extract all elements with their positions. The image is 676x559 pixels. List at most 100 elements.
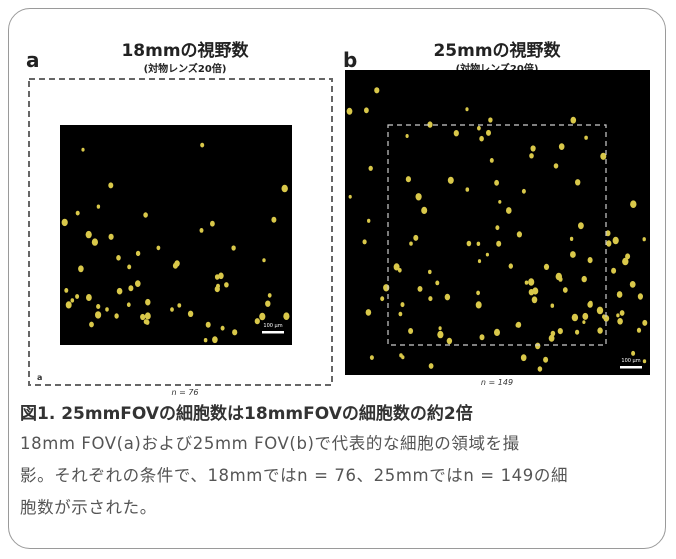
cell	[479, 136, 484, 142]
cell	[597, 327, 602, 333]
cell	[486, 130, 491, 136]
cell	[570, 251, 576, 258]
cell	[437, 331, 443, 338]
cell	[637, 328, 641, 333]
cell	[494, 329, 500, 336]
cell	[630, 200, 636, 208]
cell	[494, 180, 499, 186]
cell	[575, 179, 580, 185]
cell	[95, 311, 101, 318]
cell	[532, 296, 538, 303]
cell	[92, 238, 98, 245]
cell	[538, 366, 543, 371]
cell	[265, 301, 270, 307]
cell	[406, 176, 411, 182]
cell	[212, 336, 218, 343]
cell	[66, 301, 72, 308]
cell	[582, 276, 587, 282]
cell	[135, 280, 141, 287]
cell	[127, 302, 131, 307]
cell	[144, 319, 148, 324]
cell	[399, 312, 403, 317]
caption-line: 胞数が示された。	[20, 494, 157, 518]
cell	[447, 338, 452, 344]
cell	[506, 207, 512, 214]
cell	[544, 264, 549, 270]
cell	[259, 313, 265, 320]
cell	[255, 318, 260, 324]
cell	[200, 228, 204, 233]
cell	[218, 273, 223, 280]
cell	[282, 185, 288, 193]
scale-bar	[620, 366, 642, 369]
cell	[145, 299, 150, 306]
micrographs: a 100 µm 100 µm	[0, 0, 676, 400]
cell	[418, 286, 423, 292]
cell	[71, 298, 75, 302]
cell	[177, 303, 181, 307]
cell	[622, 258, 628, 266]
cell	[496, 241, 501, 247]
cell	[401, 302, 405, 307]
cell	[204, 338, 208, 342]
cell	[62, 219, 68, 226]
cell	[96, 304, 100, 309]
cell	[490, 158, 494, 163]
cell	[554, 163, 559, 168]
cell	[117, 288, 123, 295]
cell	[588, 257, 593, 263]
cell	[140, 314, 145, 320]
cell	[428, 296, 432, 301]
scale-bar	[262, 331, 284, 334]
cell	[429, 363, 434, 369]
cell	[556, 273, 562, 281]
cell	[616, 313, 619, 317]
cell	[488, 117, 492, 122]
cell	[476, 301, 482, 308]
cell	[516, 322, 521, 328]
cell	[477, 126, 481, 131]
corner-label: a	[37, 373, 42, 382]
cell	[525, 281, 529, 285]
caption-title: 図1. 25mmFOVの細胞数は18mmFOVの細胞数の約2倍	[20, 399, 473, 424]
cell	[262, 258, 265, 262]
cell	[173, 263, 178, 269]
cell	[75, 294, 79, 299]
cell	[454, 130, 459, 136]
cell	[283, 312, 289, 320]
cell	[587, 301, 592, 307]
cell	[231, 245, 235, 250]
cell	[495, 225, 499, 230]
cell	[268, 293, 272, 298]
cell	[188, 311, 193, 317]
cell	[486, 253, 489, 257]
cell	[127, 265, 131, 270]
cell	[529, 153, 534, 158]
cell	[157, 246, 161, 251]
cell	[145, 312, 151, 319]
cell	[522, 189, 526, 194]
cell	[509, 263, 513, 268]
cell	[76, 211, 80, 216]
cell	[535, 343, 540, 350]
caption-line: 影。それぞれの条件で、18mmではn = 76、25mmではn = 149の細	[20, 462, 568, 486]
cell	[406, 134, 409, 138]
cell	[642, 320, 647, 326]
cell	[128, 285, 133, 291]
cell	[81, 148, 84, 152]
cell	[529, 289, 534, 295]
cell	[374, 87, 379, 93]
cell	[435, 281, 439, 286]
cell	[570, 237, 573, 241]
cell	[476, 291, 480, 296]
cell	[97, 205, 100, 209]
cell	[630, 281, 636, 288]
cell	[413, 235, 418, 241]
cell	[613, 237, 619, 244]
cell	[364, 107, 369, 113]
cell	[366, 309, 372, 316]
cell	[421, 207, 427, 214]
cell	[367, 219, 370, 223]
cell	[521, 354, 527, 361]
cell	[109, 234, 114, 240]
